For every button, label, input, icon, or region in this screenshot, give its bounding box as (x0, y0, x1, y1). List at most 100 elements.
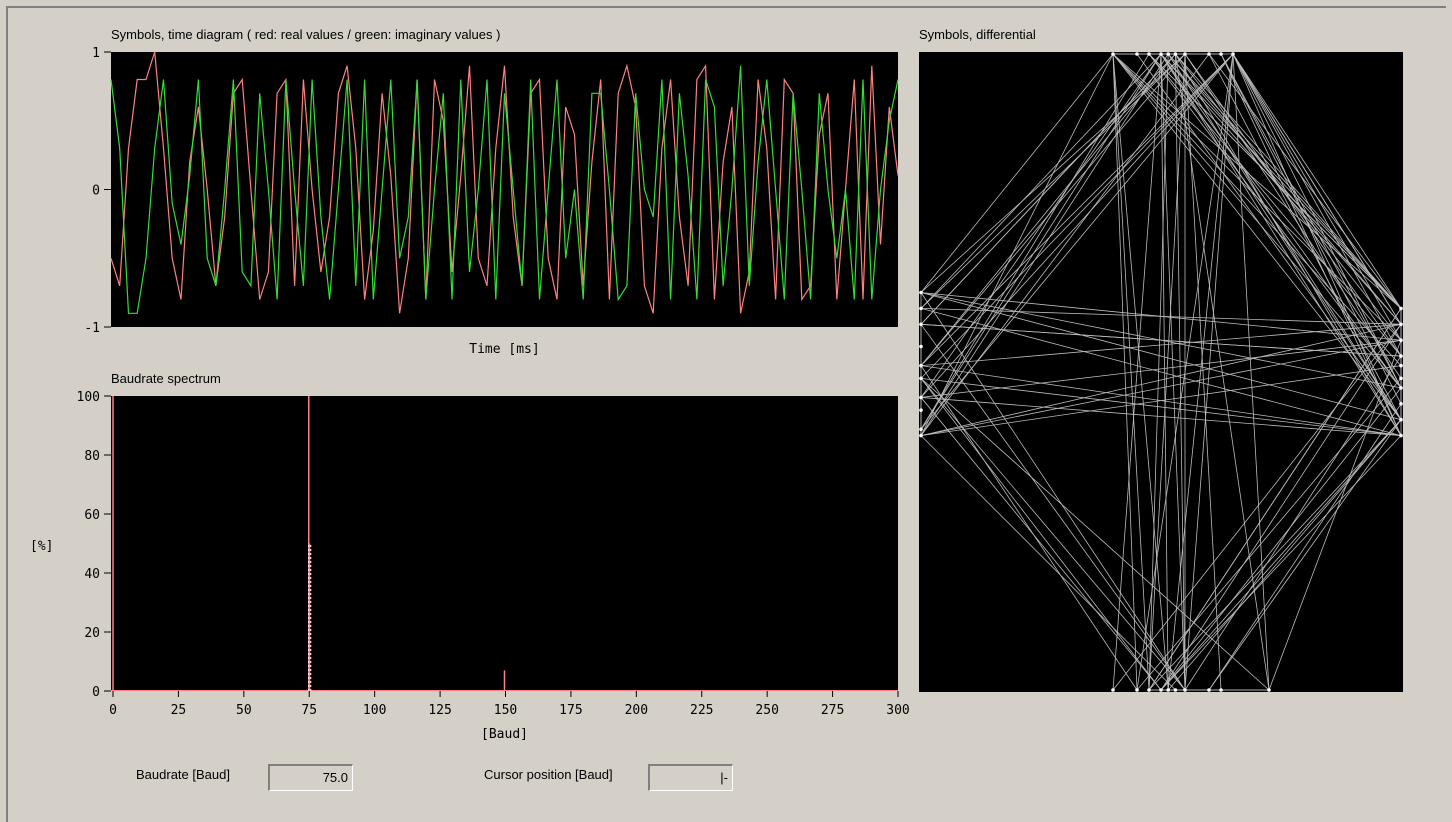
differential-segment (920, 53, 1234, 366)
differential-segment (920, 292, 1402, 421)
differential-point (1399, 338, 1403, 343)
differential-point (1231, 52, 1235, 56)
differential-segment (1148, 53, 1402, 309)
differential-segment (1220, 53, 1402, 389)
differential-segment (1175, 53, 1402, 309)
differential-segment (920, 323, 1402, 367)
time-diagram-svg (110, 51, 899, 314)
differential-segment (1160, 435, 1402, 691)
differential-segment (920, 53, 1176, 366)
differential-segment (920, 53, 1176, 325)
differential-point (1399, 376, 1403, 381)
differential-point (1267, 688, 1271, 692)
differential-segment (920, 397, 1402, 436)
differential-segment (1167, 419, 1402, 691)
differential-segment (1160, 53, 1169, 691)
cursor-position-label: Cursor position [Baud] (484, 767, 613, 782)
differential-segment (1112, 53, 1138, 691)
spectrum-title: Baudrate spectrum (111, 371, 221, 386)
differential-point (919, 290, 923, 295)
baudrate-label: Baudrate [Baud] (136, 767, 230, 782)
differential-segment (920, 378, 1270, 691)
differential-point (919, 344, 923, 349)
differential-segment (1148, 53, 1186, 691)
differential-segment (1167, 53, 1402, 420)
differential-point (919, 408, 923, 412)
differential-segment (1208, 53, 1402, 309)
differential-segment (1208, 53, 1402, 420)
differential-plot[interactable] (919, 52, 1403, 692)
differential-segment (1232, 53, 1402, 357)
differential-point (1399, 386, 1403, 390)
differential-segment (920, 323, 1402, 436)
window-frame (6, 6, 1446, 822)
differential-segment (920, 53, 1234, 398)
baudrate-field[interactable]: 75.0 (268, 764, 353, 791)
differential-segment (1148, 53, 1402, 389)
differential-segment (1112, 53, 1169, 691)
differential-segment (1136, 53, 1234, 691)
differential-segment (920, 53, 1150, 430)
differential-point (919, 427, 923, 432)
differential-segment (1167, 53, 1402, 309)
differential-point (919, 376, 923, 381)
time-diagram-plot[interactable] (110, 51, 899, 327)
differential-point (1159, 688, 1163, 692)
differential-segment (1184, 53, 1402, 357)
differential-segment (1160, 387, 1402, 691)
differential-segment (920, 53, 1114, 293)
differential-point (1135, 52, 1139, 56)
differential-point (919, 322, 923, 327)
differential-point (1166, 52, 1170, 56)
differential-segment (1112, 53, 1402, 420)
cursor-position-field[interactable]: |- (648, 764, 733, 791)
differential-segment (1208, 403, 1402, 691)
differential-point (1173, 52, 1178, 56)
differential-segment (1160, 324, 1402, 691)
differential-point (1159, 52, 1163, 56)
differential-segment (1160, 419, 1402, 691)
differential-segment (920, 378, 1162, 691)
differential-point (1147, 52, 1151, 56)
differential-point (1183, 688, 1187, 692)
differential-point (1399, 417, 1403, 422)
differential-segment (920, 397, 1162, 691)
differential-segment (1232, 53, 1402, 325)
differential-point (1111, 52, 1115, 56)
differential-svg (919, 52, 1403, 692)
differential-segment (920, 53, 1234, 430)
differential-segment (920, 435, 1176, 691)
differential-segment (1112, 53, 1402, 389)
differential-segment (1160, 53, 1402, 325)
differential-point (1219, 688, 1223, 692)
differential-segment (920, 378, 1186, 691)
differential-segment (920, 324, 1186, 691)
differential-segment (920, 323, 1402, 357)
differential-segment (1112, 324, 1402, 691)
differential-segment (920, 365, 1138, 691)
differential-segment (920, 292, 1402, 341)
differential-point (1207, 52, 1211, 56)
differential-segment (920, 339, 1402, 436)
differential-point (1219, 52, 1223, 56)
differential-title: Symbols, differential (919, 27, 1036, 42)
differential-segment (920, 53, 1114, 436)
spectrum-svg (111, 396, 898, 691)
real-values-line (110, 51, 899, 314)
differential-segment (1232, 53, 1402, 341)
differential-segment (1136, 53, 1402, 420)
differential-point (1399, 354, 1403, 358)
differential-point (1399, 433, 1403, 438)
differential-segment (1184, 53, 1402, 379)
spectrum-plot[interactable] (111, 396, 898, 691)
differential-segment (1160, 53, 1402, 420)
differential-segment (1148, 53, 1402, 357)
differential-segment (920, 292, 1186, 691)
differential-point (1166, 688, 1170, 692)
time-diagram-title: Symbols, time diagram ( red: real values… (111, 27, 501, 42)
spectrum-y-label: [%] (30, 539, 54, 554)
differential-segment (920, 377, 1402, 436)
differential-segment (1167, 53, 1234, 691)
differential-point (919, 363, 923, 368)
differential-segment (920, 365, 1402, 436)
